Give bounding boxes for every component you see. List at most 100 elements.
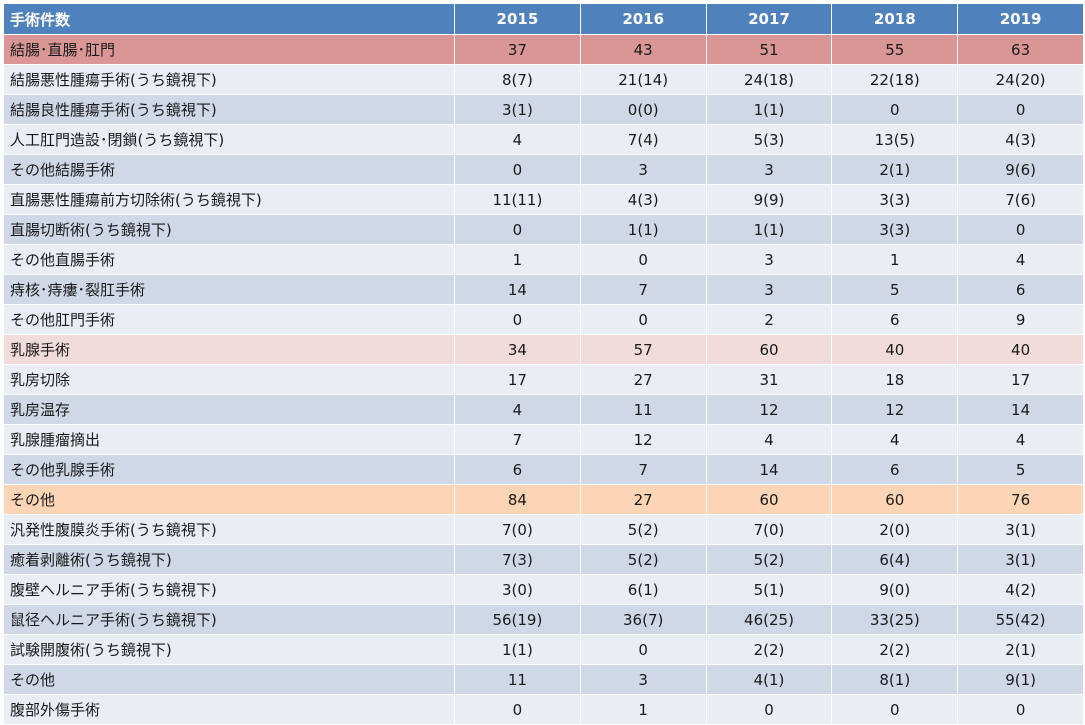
table-row: 腹壁ヘルニア手術(うち鏡視下) 3(0) 6(1) 5(1) 9(0) 4(2) xyxy=(3,574,1084,605)
cell-value: 43 xyxy=(579,34,707,65)
cell-value: 3(1) xyxy=(957,514,1084,545)
table-row: 乳房温存 4 11 12 12 14 xyxy=(3,394,1084,425)
cell-value: 6 xyxy=(831,304,959,335)
cell-value: 60 xyxy=(705,484,833,515)
table-row: 直腸悪性腫瘍前方切除術(うち鏡視下) 11(11) 4(3) 9(9) 3(3) 7(6) xyxy=(3,184,1084,215)
cell-value: 6(4) xyxy=(831,544,959,575)
cell-value: 0 xyxy=(454,304,581,335)
cell-value: 40 xyxy=(831,334,959,365)
cell-value: 0 xyxy=(454,154,581,185)
cell-value: 46(25) xyxy=(705,604,833,635)
cell-value: 17 xyxy=(957,364,1084,395)
table-row: 乳腺腫瘤摘出 7 12 4 4 4 xyxy=(3,424,1084,455)
cell-value: 7(0) xyxy=(705,514,833,545)
row-label: 乳房温存 xyxy=(3,394,455,425)
cell-value: 1 xyxy=(831,244,959,275)
cell-value: 0 xyxy=(957,214,1084,245)
table-row: 試験開腹術(うち鏡視下) 1(1) 0 2(2) 2(2) 2(1) xyxy=(3,634,1084,665)
cell-value: 0 xyxy=(705,694,833,725)
row-label: その他 xyxy=(3,664,455,695)
cell-value: 4(3) xyxy=(579,184,707,215)
cell-value: 3(1) xyxy=(957,544,1084,575)
table-row: 鼠径ヘルニア手術(うち鏡視下) 56(19) 36(7) 46(25) 33(25) 55… xyxy=(3,604,1084,635)
cell-value: 0 xyxy=(831,694,959,725)
row-label: 乳腺手術 xyxy=(3,334,455,365)
table-row: 汎発性腹膜炎手術(うち鏡視下) 7(0) 5(2) 7(0) 2(0) 3(1) xyxy=(3,514,1084,545)
cell-value: 40 xyxy=(957,334,1084,365)
table-body: 結腸･直腸･肛門 37 43 51 55 63 結腸悪性腫瘍手術(うち鏡視下) 8(7) 21(… xyxy=(3,34,1084,725)
cell-value: 11(11) xyxy=(454,184,581,215)
cell-value: 84 xyxy=(454,484,581,515)
cell-value: 11 xyxy=(454,664,581,695)
header-row: 手術件数 2015 2016 2017 2018 2019 xyxy=(3,3,1084,35)
cell-value: 7(0) xyxy=(454,514,581,545)
cell-value: 31 xyxy=(705,364,833,395)
row-label: 乳腺腫瘤摘出 xyxy=(3,424,455,455)
table-row: その他 11 3 4(1) 8(1) 9(1) xyxy=(3,664,1084,695)
table-row: 癒着剥離術(うち鏡視下) 7(3) 5(2) 5(2) 6(4) 3(1) xyxy=(3,544,1084,575)
row-label: その他直腸手術 xyxy=(3,244,455,275)
cell-value: 1(1) xyxy=(705,214,833,245)
cell-value: 1(1) xyxy=(579,214,707,245)
cell-value: 9(1) xyxy=(957,664,1084,695)
table-row: 結腸悪性腫瘍手術(うち鏡視下) 8(7) 21(14) 24(18) 22(18) 24(… xyxy=(3,64,1084,95)
header-year: 2017 xyxy=(705,3,833,35)
header-label: 手術件数 xyxy=(3,3,455,35)
header-year: 2019 xyxy=(957,3,1084,35)
header-year: 2015 xyxy=(454,3,581,35)
cell-value: 3(3) xyxy=(831,214,959,245)
table-row: 乳房切除 17 27 31 18 17 xyxy=(3,364,1084,395)
cell-value: 8(1) xyxy=(831,664,959,695)
table-row: 結腸良性腫瘍手術(うち鏡視下) 3(1) 0(0) 1(1) 0 0 xyxy=(3,94,1084,125)
cell-value: 8(7) xyxy=(454,64,581,95)
cell-value: 12 xyxy=(831,394,959,425)
cell-value: 56(19) xyxy=(454,604,581,635)
cell-value: 1 xyxy=(454,244,581,275)
cell-value: 4 xyxy=(831,424,959,455)
cell-value: 5(1) xyxy=(705,574,833,605)
table-header: 手術件数 2015 2016 2017 2018 2019 xyxy=(3,3,1084,35)
row-label: 痔核･痔瘻･裂肛手術 xyxy=(3,274,455,305)
table-row: その他乳腺手術 6 7 14 6 5 xyxy=(3,454,1084,485)
cell-value: 4(2) xyxy=(957,574,1084,605)
table-row: 人工肛門造設･閉鎖(うち鏡視下) 4 7(4) 5(3) 13(5) 4(3) xyxy=(3,124,1084,155)
cell-value: 6 xyxy=(454,454,581,485)
cell-value: 4 xyxy=(705,424,833,455)
cell-value: 1(1) xyxy=(454,634,581,665)
cell-value: 4(1) xyxy=(705,664,833,695)
cell-value: 57 xyxy=(579,334,707,365)
cell-value: 7 xyxy=(579,274,707,305)
cell-value: 1(1) xyxy=(705,94,833,125)
cell-value: 3 xyxy=(705,244,833,275)
cell-value: 24(20) xyxy=(957,64,1084,95)
table-row: その他直腸手術 1 0 3 1 4 xyxy=(3,244,1084,275)
cell-value: 9(6) xyxy=(957,154,1084,185)
row-label: 汎発性腹膜炎手術(うち鏡視下) xyxy=(3,514,455,545)
cell-value: 22(18) xyxy=(831,64,959,95)
cell-value: 6 xyxy=(957,274,1084,305)
cell-value: 34 xyxy=(454,334,581,365)
table-row: 直腸切断術(うち鏡視下) 0 1(1) 1(1) 3(3) 0 xyxy=(3,214,1084,245)
cell-value: 5(2) xyxy=(705,544,833,575)
cell-value: 27 xyxy=(579,484,707,515)
category-row: 乳腺手術 34 57 60 40 40 xyxy=(3,334,1084,365)
cell-value: 55(42) xyxy=(957,604,1084,635)
cell-value: 12 xyxy=(705,394,833,425)
cell-value: 4 xyxy=(454,394,581,425)
cell-value: 9 xyxy=(957,304,1084,335)
row-label: 直腸悪性腫瘍前方切除術(うち鏡視下) xyxy=(3,184,455,215)
cell-value: 6 xyxy=(831,454,959,485)
row-label: 鼠径ヘルニア手術(うち鏡視下) xyxy=(3,604,455,635)
cell-value: 0 xyxy=(454,214,581,245)
cell-value: 36(7) xyxy=(579,604,707,635)
category-row: 結腸･直腸･肛門 37 43 51 55 63 xyxy=(3,34,1084,65)
cell-value: 3 xyxy=(705,154,833,185)
cell-value: 3 xyxy=(579,154,707,185)
row-label: 試験開腹術(うち鏡視下) xyxy=(3,634,455,665)
cell-value: 5(3) xyxy=(705,124,833,155)
cell-value: 4 xyxy=(454,124,581,155)
cell-value: 5 xyxy=(957,454,1084,485)
cell-value: 3(0) xyxy=(454,574,581,605)
cell-value: 9(9) xyxy=(705,184,833,215)
row-label: 結腸良性腫瘍手術(うち鏡視下) xyxy=(3,94,455,125)
